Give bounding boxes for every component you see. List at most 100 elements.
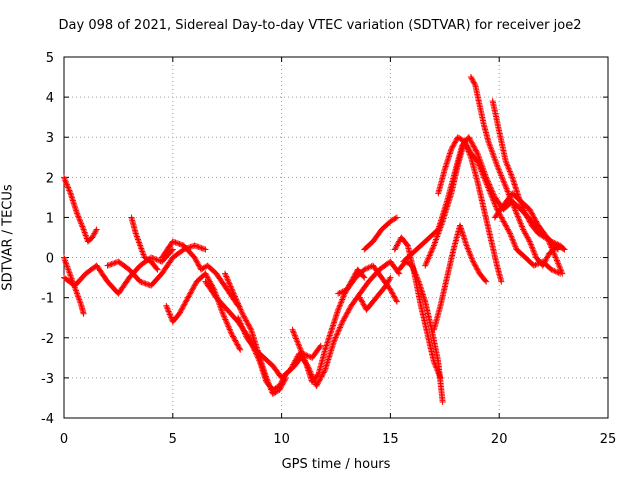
data-point (339, 295, 346, 302)
data-point (204, 274, 211, 281)
data-point (503, 223, 510, 230)
data-point (492, 202, 499, 209)
data-point (335, 305, 342, 312)
data-point (177, 309, 184, 316)
data-point (467, 251, 474, 258)
data-point (202, 270, 209, 277)
data-point (242, 331, 249, 338)
data-point (472, 146, 479, 153)
series-arc-23 (491, 190, 565, 276)
data-point (474, 158, 481, 165)
data-point (181, 301, 188, 308)
plot-border (63, 56, 609, 419)
data-point (505, 165, 512, 172)
data-point (190, 283, 197, 290)
data-point (338, 297, 345, 304)
data-point (266, 383, 273, 390)
data-point (475, 159, 482, 166)
data-point (264, 377, 271, 384)
data-point (469, 76, 476, 83)
data-point (226, 280, 233, 287)
data-point (171, 239, 178, 246)
data-point (525, 237, 532, 244)
data-point (75, 213, 82, 220)
data-point (359, 300, 366, 307)
series-arc-12 (335, 262, 400, 304)
data-point (225, 323, 232, 330)
data-point (290, 360, 297, 367)
data-point (561, 246, 568, 253)
data-point (341, 314, 348, 321)
data-point (245, 322, 252, 329)
data-point (470, 78, 477, 85)
data-point (227, 329, 234, 336)
data-point (524, 234, 531, 241)
data-point (486, 187, 493, 194)
data-point (531, 262, 538, 269)
data-point (394, 241, 401, 248)
data-point (391, 294, 398, 301)
data-point (276, 386, 283, 393)
data-point (426, 252, 433, 259)
data-point (336, 302, 343, 309)
data-point (189, 286, 196, 293)
data-point (238, 309, 245, 316)
data-point (551, 251, 558, 258)
data-point (483, 181, 490, 188)
data-point (331, 337, 338, 344)
data-point (219, 310, 226, 317)
data-point (90, 231, 97, 238)
data-point (177, 308, 184, 315)
data-point (107, 261, 114, 268)
data-point (267, 385, 274, 392)
data-point (222, 272, 229, 279)
data-point (551, 267, 558, 274)
data-point (552, 254, 559, 261)
data-point (263, 376, 270, 383)
data-point (393, 298, 400, 305)
data-point (499, 217, 506, 224)
data-point (241, 330, 248, 337)
data-point (315, 378, 322, 385)
data-point (279, 381, 286, 388)
data-point (521, 229, 528, 236)
data-point (393, 297, 400, 304)
data-point (340, 293, 347, 300)
data-point (236, 345, 243, 352)
data-point (240, 327, 247, 334)
data-point (515, 216, 522, 223)
data-point (558, 267, 565, 274)
data-point (139, 279, 146, 286)
data-point (336, 289, 343, 296)
data-point (547, 241, 554, 248)
data-point (543, 233, 550, 240)
data-point (291, 331, 298, 338)
data-point (478, 167, 485, 174)
data-point (313, 382, 320, 389)
data-point (462, 139, 469, 146)
data-point (74, 210, 81, 217)
data-point (520, 227, 527, 234)
data-point (554, 246, 561, 253)
data-point (183, 297, 190, 304)
data-point (498, 172, 505, 179)
data-point (192, 243, 199, 250)
data-point (507, 169, 514, 176)
data-point (502, 221, 509, 228)
series-arc-8 (202, 278, 323, 393)
data-point (491, 200, 498, 207)
data-point (544, 253, 551, 260)
data-point (294, 339, 301, 346)
data-point (485, 186, 492, 193)
data-point (448, 146, 455, 153)
data-point (553, 257, 560, 264)
data-point (383, 281, 390, 288)
data-point (529, 245, 536, 252)
data-point (198, 245, 205, 252)
data-point (501, 219, 508, 226)
data-point (75, 214, 82, 221)
data-point (449, 144, 456, 151)
data-point (141, 280, 148, 287)
data-point (317, 374, 324, 381)
data-point (92, 229, 99, 236)
